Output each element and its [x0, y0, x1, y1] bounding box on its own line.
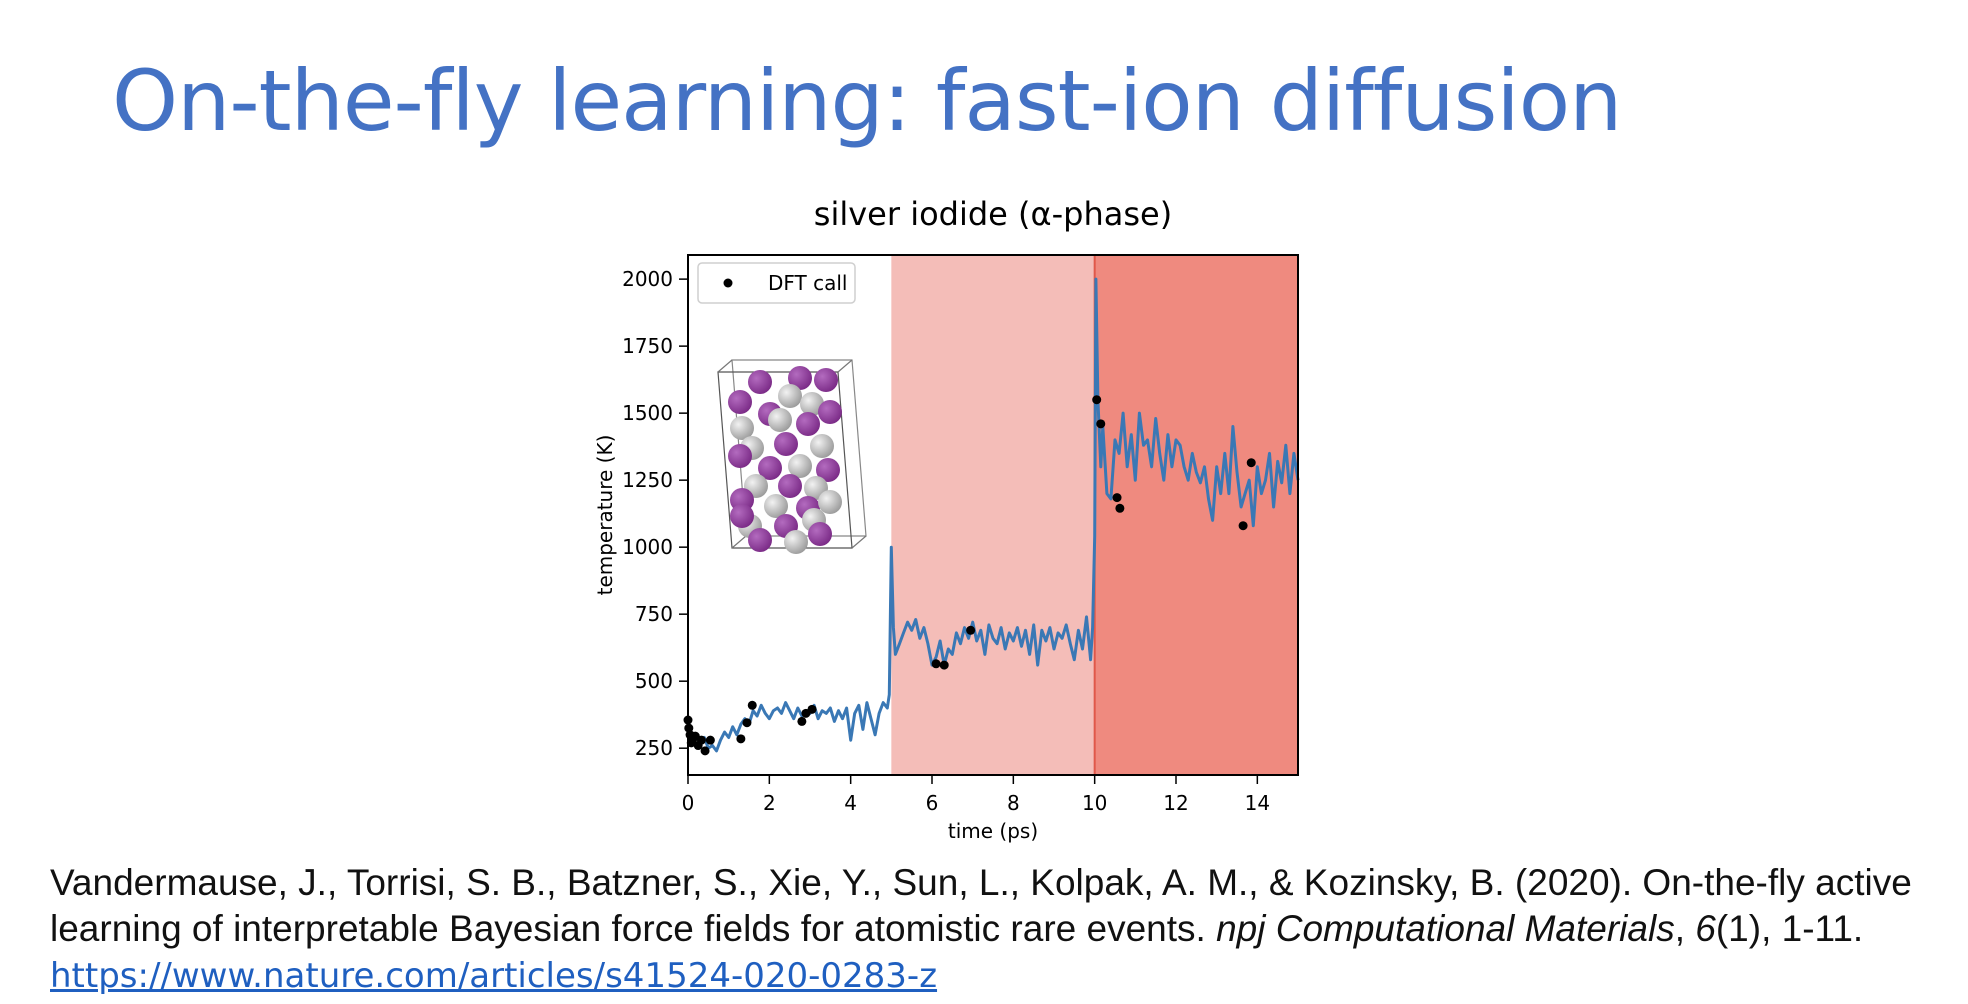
x-tick-label: 2: [763, 791, 776, 815]
iodine-atom: [816, 458, 840, 482]
dft-call-point: [1112, 493, 1122, 503]
dft-call-point: [797, 716, 807, 726]
chart-title: silver iodide (α-phase): [814, 195, 1172, 233]
iodine-atom: [796, 412, 820, 436]
silver-atom: [784, 530, 808, 554]
x-axis-label: time (ps): [948, 819, 1038, 843]
x-tick-label: 10: [1082, 791, 1107, 815]
x-tick-label: 8: [1007, 791, 1020, 815]
dft-call-point: [736, 734, 746, 744]
iodine-atom: [774, 432, 798, 456]
citation-authors: Vandermause, J., Torrisi, S. B., Batzner…: [50, 862, 1912, 949]
y-tick-label: 750: [635, 602, 673, 626]
dft-call-point: [1238, 521, 1248, 531]
iodine-atom: [818, 400, 842, 424]
dft-call-point: [1092, 395, 1102, 405]
y-tick-label: 500: [635, 669, 673, 693]
y-tick-label: 1750: [622, 334, 673, 358]
dft-call-point: [696, 735, 706, 745]
iodine-atom: [730, 504, 754, 528]
dft-call-point: [931, 659, 941, 669]
citation-volume: 6: [1695, 908, 1716, 949]
x-tick-label: 6: [926, 791, 939, 815]
shaded-region-1: [891, 255, 1095, 775]
legend-box: [697, 262, 856, 304]
iodine-atom: [728, 390, 752, 414]
chart: silver iodide (α-phase) 0 2 4 6 8 10 12 14 250 500…: [593, 195, 1300, 843]
dft-call-point: [1246, 458, 1256, 468]
legend-label: DFT call: [768, 271, 848, 295]
silver-atom: [800, 392, 824, 416]
iodine-atom: [728, 444, 752, 468]
x-tick-label: 0: [682, 791, 695, 815]
dft-call-point: [1096, 419, 1106, 429]
iodine-atom: [788, 366, 812, 390]
citation-link[interactable]: https://www.nature.com/articles/s41524-0…: [50, 956, 938, 996]
x-tick-label: 14: [1245, 791, 1270, 815]
y-tick-label: 2000: [622, 267, 673, 291]
citation-journal: npj Computational Materials: [1216, 908, 1675, 949]
iodine-atom: [814, 368, 838, 392]
y-tick-label: 1250: [622, 468, 673, 492]
slide-title: On-the-fly learning: fast-ion diffusion: [112, 52, 1622, 150]
iodine-atom: [808, 522, 832, 546]
dft-call-point: [939, 660, 949, 670]
silver-atom: [768, 408, 792, 432]
y-tick-label: 1500: [622, 401, 673, 425]
x-tick-label: 4: [844, 791, 857, 815]
silver-atom: [818, 490, 842, 514]
dft-call-point: [966, 625, 976, 635]
y-tick-label: 1000: [622, 535, 673, 559]
dft-call-point: [705, 735, 715, 745]
citation: Vandermause, J., Torrisi, S. B., Batzner…: [50, 860, 1950, 999]
dft-call-point: [700, 746, 710, 756]
silver-atom: [810, 434, 834, 458]
shaded-region-2: [1094, 255, 1298, 775]
dft-call-point: [807, 704, 817, 714]
legend-marker: [723, 278, 733, 288]
inset-box-edge: [851, 535, 867, 549]
citation-issue-pages: (1), 1-11.: [1715, 908, 1864, 949]
silver-atom: [778, 384, 802, 408]
iodine-atom: [778, 474, 802, 498]
iodine-atom: [748, 528, 772, 552]
dft-call-point: [1115, 503, 1125, 513]
inset-box-edge: [837, 359, 853, 373]
x-tick-label: 12: [1163, 791, 1188, 815]
silver-atom: [788, 454, 812, 478]
temperature-line: [686, 277, 1300, 753]
dft-call-point: [747, 700, 757, 710]
plot-frame: [687, 254, 1299, 776]
iodine-atom: [758, 456, 782, 480]
citation-volume-sep: ,: [1674, 908, 1696, 949]
y-tick-label: 250: [635, 736, 673, 760]
inset-box-edge: [731, 535, 747, 549]
y-axis-label: temperature (K): [593, 435, 617, 596]
iodine-atom: [748, 370, 772, 394]
dft-call-point: [742, 718, 752, 728]
silver-atom: [764, 494, 788, 518]
crystal-structure-inset: [717, 359, 867, 554]
inset-box-edge: [717, 359, 733, 373]
silver-atom: [730, 416, 754, 440]
